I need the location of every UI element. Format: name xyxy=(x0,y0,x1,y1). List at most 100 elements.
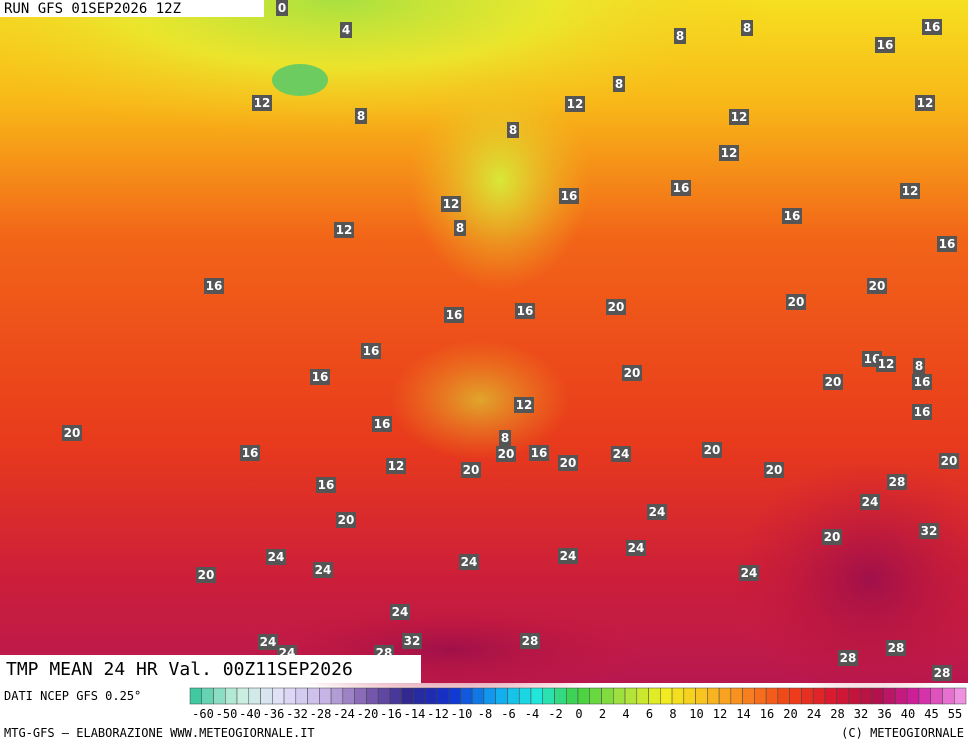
source: DATI NCEP GFS 0.25° xyxy=(4,689,141,703)
colorbar-swatch xyxy=(542,687,555,705)
colorbar-swatch xyxy=(636,687,649,705)
colorbar-swatch xyxy=(448,687,461,705)
colorbar-label: 28 xyxy=(830,707,844,721)
contour-label: 20 xyxy=(766,463,783,477)
contour-label: 12 xyxy=(917,96,934,110)
colorbar-label: -32 xyxy=(286,707,308,721)
colorbar-label: -6 xyxy=(501,707,515,721)
scandinavia xyxy=(410,70,590,290)
label-box xyxy=(876,356,896,372)
colorbar-swatch xyxy=(283,687,297,705)
colorbar-swatch xyxy=(201,687,214,705)
iceland xyxy=(272,64,328,96)
colorbar-swatch xyxy=(683,687,696,705)
label-box xyxy=(674,28,686,44)
contour-label: 16 xyxy=(924,20,941,34)
colorbar-label: 4 xyxy=(622,707,629,721)
label-box xyxy=(313,562,333,578)
colorbar-swatch xyxy=(871,687,884,705)
colorbar-swatch xyxy=(495,687,508,705)
contour-label: 24 xyxy=(461,555,478,569)
colorbar-swatch xyxy=(754,687,767,705)
label-box xyxy=(252,95,272,111)
colorbar-label: 32 xyxy=(854,707,868,721)
contour-label: 4 xyxy=(342,23,350,37)
colorbar-label: 12 xyxy=(713,707,727,721)
colorbar-swatch xyxy=(554,687,567,705)
contour-label: 28 xyxy=(840,651,857,665)
contour-label: 20 xyxy=(788,295,805,309)
contour-label: 16 xyxy=(673,181,690,195)
contour-label: 32 xyxy=(404,634,421,648)
colorbar: -60 -50 -40 -36 -32 -28 -24 -20 -16 -14 -12 -10 -8 -6… xyxy=(189,687,967,721)
label-box xyxy=(919,523,939,539)
contour-label: 16 xyxy=(312,370,329,384)
colorbar-swatch xyxy=(530,687,543,705)
colorbar-swatch xyxy=(189,687,203,705)
colorbar-swatch xyxy=(624,687,638,705)
colorbar-swatch xyxy=(460,687,473,705)
colorbar-swatch xyxy=(895,687,908,705)
colorbar-label: 40 xyxy=(901,707,915,721)
colorbar-swatch xyxy=(471,687,485,705)
contour-label: 20 xyxy=(824,530,841,544)
colorbar-swatch xyxy=(812,687,826,705)
contour-label: 8 xyxy=(615,77,623,91)
colorbar-swatch xyxy=(213,687,226,705)
colorbar-swatch xyxy=(389,687,402,705)
colorbar-swatch xyxy=(377,687,391,705)
label-box xyxy=(402,633,422,649)
contour-label: 24 xyxy=(260,635,277,649)
colorbar-swatch xyxy=(707,687,720,705)
label-box xyxy=(444,307,464,323)
contour-label: 20 xyxy=(624,366,641,380)
colorbar-swatch xyxy=(225,687,238,705)
contour-label: 24 xyxy=(392,605,409,619)
hot-region xyxy=(250,600,650,700)
label-box xyxy=(372,416,392,432)
label-box xyxy=(887,474,907,490)
label-box xyxy=(336,512,356,528)
colorbar-label: -60 xyxy=(192,707,214,721)
label-box xyxy=(913,358,925,374)
contour-label: 20 xyxy=(64,426,81,440)
label-box xyxy=(822,529,842,545)
contour-label: 24 xyxy=(649,505,666,519)
label-box xyxy=(939,453,959,469)
colorbar-label: 20 xyxy=(783,707,797,721)
colorbar-swatch xyxy=(801,687,814,705)
colorbar-swatch xyxy=(589,687,602,705)
contour-label: 16 xyxy=(784,209,801,223)
label-box xyxy=(386,458,406,474)
label-box xyxy=(922,19,942,35)
contour-label: 32 xyxy=(921,524,938,538)
run-label: RUN GFS 01SEP2026 12Z xyxy=(4,1,181,17)
label-box xyxy=(62,425,82,441)
label-box xyxy=(459,554,479,570)
title-box xyxy=(0,655,421,683)
label-box xyxy=(514,397,534,413)
colorbar-label: -2 xyxy=(548,707,562,721)
colorbar-swatch xyxy=(401,687,414,705)
contour-label: 12 xyxy=(336,223,353,237)
colorbar-swatch xyxy=(272,687,285,705)
colorbar-swatch xyxy=(601,687,614,705)
colorbar-swatch xyxy=(848,687,861,705)
colorbar-swatch xyxy=(295,687,308,705)
contour-label: 16 xyxy=(561,189,578,203)
colorbar-swatch xyxy=(836,687,849,705)
colorbar-swatch xyxy=(260,687,273,705)
contour-label: 20 xyxy=(825,375,842,389)
label-box xyxy=(340,22,352,38)
label-box xyxy=(867,278,887,294)
contour-label: 20 xyxy=(608,300,625,314)
label-box xyxy=(823,374,843,390)
label-box xyxy=(520,633,540,649)
contour-label: 16 xyxy=(914,405,931,419)
contour-label: 24 xyxy=(613,447,630,461)
contour-label: 12 xyxy=(516,398,533,412)
label-box xyxy=(461,462,481,478)
contour-label: 16 xyxy=(446,308,463,322)
contour-label: 8 xyxy=(915,359,923,373)
